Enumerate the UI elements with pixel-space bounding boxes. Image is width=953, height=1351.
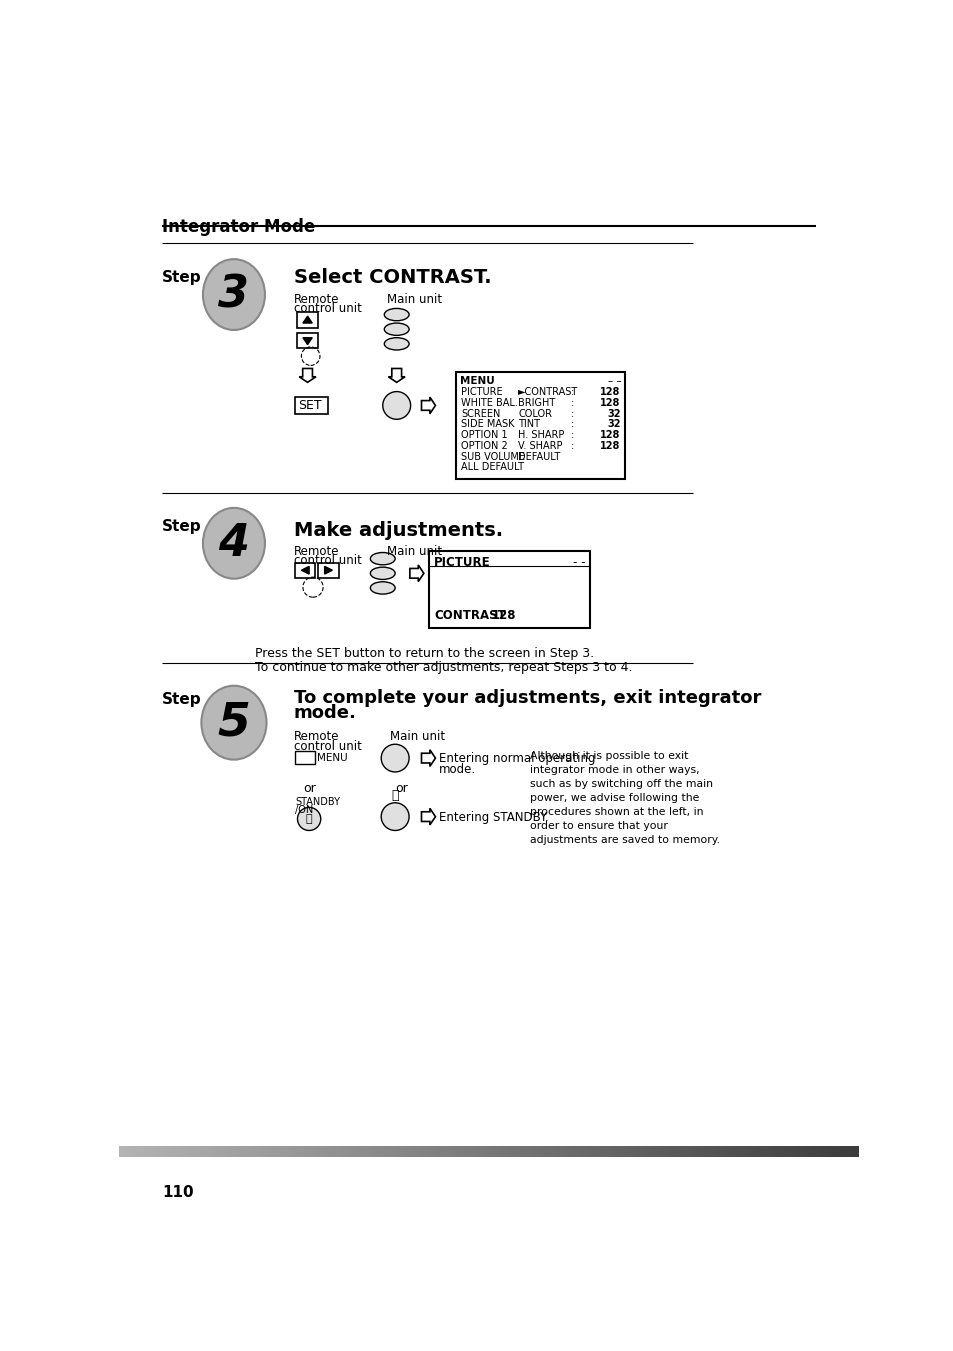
Text: BRIGHT: BRIGHT [517,397,555,408]
Text: 4: 4 [218,521,249,565]
Text: Step: Step [162,519,201,534]
Text: Remote: Remote [294,544,338,558]
Text: 128: 128 [599,430,620,440]
Text: TINT: TINT [517,419,539,430]
Text: mode.: mode. [294,704,356,723]
Text: SET: SET [298,400,321,412]
Text: WHITE BAL.: WHITE BAL. [460,397,517,408]
Polygon shape [421,808,435,825]
Bar [296,312,318,328]
Polygon shape [301,566,309,574]
Text: 128: 128 [491,609,516,621]
Text: Main unit: Main unit [390,731,445,743]
Text: 3: 3 [218,273,249,316]
Text: – –: – – [607,376,620,386]
Ellipse shape [384,323,409,335]
Text: Main unit: Main unit [386,544,441,558]
Text: STANDBY: STANDBY [294,797,340,808]
Text: OPTION 2: OPTION 2 [460,440,507,451]
Text: Select CONTRAST.: Select CONTRAST. [294,269,491,288]
Text: :: : [571,397,574,408]
Text: To complete your adjustments, exit integrator: To complete your adjustments, exit integ… [294,689,760,707]
Text: control unit: control unit [294,303,361,315]
Bar [294,751,315,765]
Text: :: : [571,386,574,397]
Text: MENU: MENU [459,376,495,386]
Text: Entering STANDBY.: Entering STANDBY. [439,811,548,824]
Ellipse shape [201,686,266,759]
Text: mode.: mode. [439,763,476,775]
Text: PICTURE: PICTURE [434,555,490,569]
Polygon shape [410,565,423,582]
Text: Remote: Remote [294,731,338,743]
Text: 32: 32 [606,419,620,430]
Text: 110: 110 [162,1185,193,1200]
Ellipse shape [370,582,395,594]
Circle shape [381,802,409,831]
Polygon shape [388,369,405,382]
Bar [429,551,590,628]
Polygon shape [299,369,315,382]
Text: To continue to make other adjustments, repeat Steps 3 to 4.: To continue to make other adjustments, r… [254,661,632,674]
Bar [296,334,318,349]
Polygon shape [324,566,332,574]
Text: V. SHARP: V. SHARP [517,440,562,451]
Text: ⏻: ⏻ [391,789,398,801]
Polygon shape [421,397,435,413]
Circle shape [297,808,320,831]
Text: :: : [571,430,574,440]
Text: PICTURE: PICTURE [460,386,502,397]
Text: ►CONTRAST: ►CONTRAST [517,386,578,397]
Ellipse shape [370,553,395,565]
Circle shape [382,392,410,419]
Circle shape [381,744,409,771]
Bar [294,562,315,578]
Polygon shape [303,316,312,323]
Text: Press the SET button to return to the screen in Step 3.: Press the SET button to return to the sc… [254,647,594,661]
Text: control unit: control unit [294,554,361,567]
Text: :: : [571,419,574,430]
Text: OPTION 1: OPTION 1 [460,430,507,440]
Ellipse shape [384,308,409,320]
Text: 5: 5 [217,700,250,746]
Text: Although it is possible to exit
integrator mode in other ways,
such as by switch: Although it is possible to exit integrat… [530,751,720,846]
Polygon shape [421,750,435,766]
Bar [318,562,338,578]
Text: Entering normal operating: Entering normal operating [439,753,596,765]
Text: DEFAULT: DEFAULT [517,451,560,462]
Text: /ON: /ON [294,805,314,815]
Text: MENU: MENU [316,754,347,763]
Bar [456,372,624,480]
Text: control unit: control unit [294,739,361,753]
Bar [294,397,328,413]
Text: H. SHARP: H. SHARP [517,430,564,440]
Text: :: : [571,408,574,419]
Text: ⏻: ⏻ [306,813,313,824]
Text: Remote: Remote [294,293,338,307]
Text: Make adjustments.: Make adjustments. [294,521,502,540]
Text: Main unit: Main unit [386,293,441,307]
Text: 32: 32 [606,408,620,419]
Text: CONTRAST: CONTRAST [434,609,505,621]
Ellipse shape [384,338,409,350]
Ellipse shape [203,508,265,578]
Text: 128: 128 [599,397,620,408]
Text: - -: - - [573,555,585,569]
Text: or: or [303,782,316,794]
Text: SCREEN: SCREEN [460,408,500,419]
Text: 128: 128 [599,440,620,451]
Text: Integrator Mode: Integrator Mode [162,218,314,235]
Polygon shape [303,338,312,345]
Text: COLOR: COLOR [517,408,552,419]
Text: Step: Step [162,270,201,285]
Text: SUB VOLUME: SUB VOLUME [460,451,524,462]
Text: SIDE MASK: SIDE MASK [460,419,514,430]
Text: Step: Step [162,692,201,707]
Text: :: : [571,440,574,451]
Text: or: or [395,782,408,794]
Ellipse shape [203,259,265,330]
Text: ALL DEFAULT: ALL DEFAULT [460,462,523,473]
Ellipse shape [370,567,395,580]
Text: 128: 128 [599,386,620,397]
